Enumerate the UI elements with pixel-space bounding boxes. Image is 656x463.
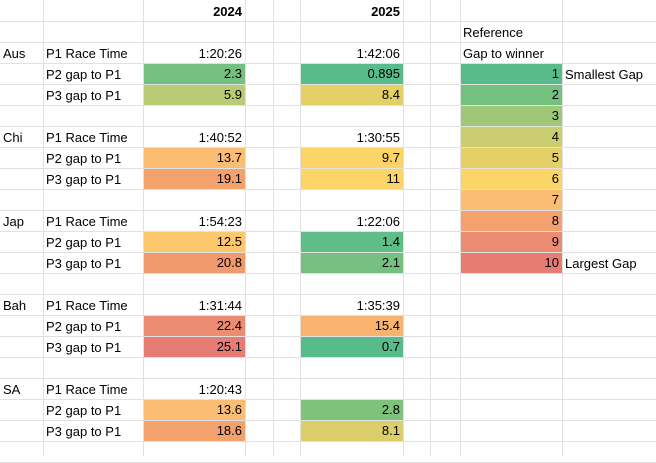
value-2025[interactable]: 0.7 [301, 337, 403, 357]
reference-scale-cell[interactable]: 1 [461, 64, 562, 84]
header-2024[interactable]: 2024 [213, 4, 242, 19]
row-label[interactable]: P3 gap to P1 [46, 256, 122, 271]
value-2024[interactable]: 13.7 [144, 148, 245, 168]
row-label[interactable]: P1 Race Time [46, 214, 128, 229]
grid-row-line [0, 252, 656, 253]
grid-column-line [430, 0, 431, 456]
grid-column-line [403, 0, 404, 456]
value-2025[interactable]: 1:22:06 [356, 214, 400, 229]
value-2025[interactable]: 0.895 [301, 64, 403, 84]
grid-row-line [0, 294, 656, 295]
row-label[interactable]: P1 Race Time [46, 46, 128, 61]
grid-column-line [300, 0, 301, 456]
reference-scale-cell[interactable]: 9 [461, 232, 562, 252]
grid-column-line [273, 0, 274, 456]
grid-row-line [0, 105, 656, 106]
grid-row-line [0, 231, 656, 232]
value-2025[interactable]: 1.4 [301, 232, 403, 252]
value-2024[interactable]: 18.6 [144, 421, 245, 441]
grid-row-line [0, 420, 656, 421]
value-2024[interactable]: 1:20:43 [198, 382, 242, 397]
value-2025[interactable]: 8.4 [301, 85, 403, 105]
value-2024[interactable]: 1:31:44 [198, 298, 242, 313]
row-label[interactable]: P2 gap to P1 [46, 67, 122, 82]
reference-scale-cell[interactable]: 6 [461, 169, 562, 189]
row-label[interactable]: P3 gap to P1 [46, 88, 122, 103]
row-label[interactable]: P1 Race Time [46, 298, 128, 313]
race-name[interactable]: SA [3, 382, 21, 397]
reference-title[interactable]: Reference [463, 25, 523, 40]
reference-scale-cell[interactable]: 7 [461, 190, 562, 210]
value-2024[interactable]: 1:40:52 [198, 130, 242, 145]
grid-row-line [0, 315, 656, 316]
row-label[interactable]: P2 gap to P1 [46, 151, 122, 166]
reference-scale-cell[interactable]: 4 [461, 127, 562, 147]
row-label[interactable]: P2 gap to P1 [46, 319, 122, 334]
value-2024[interactable]: 13.6 [144, 400, 245, 420]
row-label[interactable]: P1 Race Time [46, 382, 128, 397]
value-2025[interactable]: 1:30:55 [356, 130, 400, 145]
value-2024[interactable]: 1:20:26 [198, 46, 242, 61]
value-2024[interactable]: 22.4 [144, 316, 245, 336]
reference-scale-cell[interactable]: 8 [461, 211, 562, 231]
value-2024[interactable]: 2.3 [144, 64, 245, 84]
reference-scale-cell[interactable]: 2 [461, 85, 562, 105]
grid-column-line [562, 0, 563, 456]
reference-scale-cell[interactable]: 3 [461, 106, 562, 126]
row-label[interactable]: P3 gap to P1 [46, 424, 122, 439]
grid-row-line [0, 399, 656, 400]
grid-row-line [0, 42, 656, 43]
grid-row-line [0, 378, 656, 379]
row-label[interactable]: P3 gap to P1 [46, 172, 122, 187]
grid-row-line [0, 63, 656, 64]
value-2025[interactable]: 8.1 [301, 421, 403, 441]
value-2025[interactable]: 1:42:06 [356, 46, 400, 61]
row-label[interactable]: P2 gap to P1 [46, 235, 122, 250]
race-name[interactable]: Bah [3, 298, 27, 313]
grid-row-line [0, 210, 656, 211]
value-2025[interactable]: 15.4 [301, 316, 403, 336]
grid-row-line [0, 441, 656, 442]
grid-column-line [143, 0, 144, 456]
reference-scale-cell[interactable]: 5 [461, 148, 562, 168]
value-2025[interactable] [300, 379, 403, 400]
grid-column-line [43, 0, 44, 456]
grid-column-line [245, 0, 246, 456]
grid-row-line [0, 84, 656, 85]
grid-row-line [0, 126, 656, 127]
value-2025[interactable]: 2.8 [301, 400, 403, 420]
value-2024[interactable]: 25.1 [144, 337, 245, 357]
smallest-gap-label[interactable]: Smallest Gap [565, 67, 644, 82]
value-2025[interactable]: 9.7 [301, 148, 403, 168]
row-label[interactable]: P3 gap to P1 [46, 340, 122, 355]
race-name[interactable]: Aus [3, 46, 26, 61]
row-label[interactable]: P2 gap to P1 [46, 403, 122, 418]
row-label[interactable]: P1 Race Time [46, 130, 128, 145]
value-2025[interactable]: 1:35:39 [356, 298, 400, 313]
grid-row-line [0, 168, 656, 169]
value-2025[interactable]: 11 [301, 169, 403, 189]
value-2024[interactable]: 1:54:23 [198, 214, 242, 229]
reference-scale-cell[interactable]: 10 [461, 253, 562, 273]
race-name[interactable]: Chi [3, 130, 23, 145]
grid-row-line [0, 189, 656, 190]
grid-column-line [460, 0, 461, 456]
grid-row-line [0, 336, 656, 337]
largest-gap-label[interactable]: Largest Gap [565, 256, 637, 271]
grid-row-line [0, 21, 656, 22]
grid-row-line [0, 147, 656, 148]
value-2024[interactable]: 19.1 [144, 169, 245, 189]
reference-subtitle[interactable]: Gap to winner [463, 46, 544, 61]
grid-row-line [0, 357, 656, 358]
value-2024[interactable]: 12.5 [144, 232, 245, 252]
value-2024[interactable]: 5.9 [144, 85, 245, 105]
value-2025[interactable]: 2.1 [301, 253, 403, 273]
race-name[interactable]: Jap [3, 214, 24, 229]
header-2025[interactable]: 2025 [371, 4, 400, 19]
grid-row-line [0, 273, 656, 274]
value-2024[interactable]: 20.8 [144, 253, 245, 273]
